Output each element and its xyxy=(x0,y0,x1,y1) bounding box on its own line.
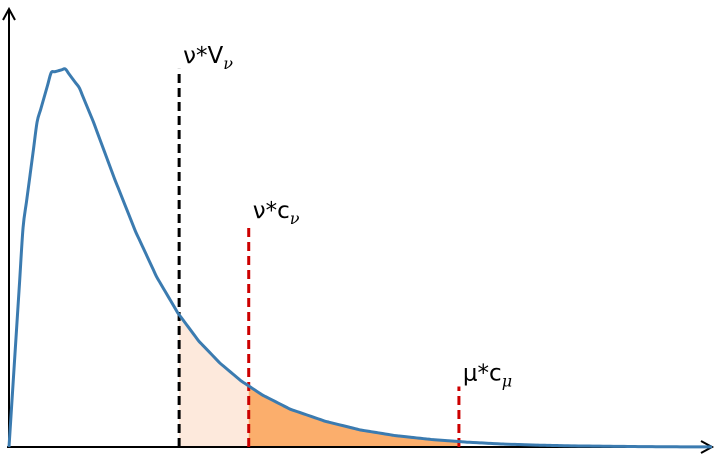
marker-label-3: μ*cμ xyxy=(463,361,512,391)
shaded-regions xyxy=(179,314,459,447)
y-axis-arrowhead xyxy=(2,6,16,21)
marker-labels: ν*Vν ν*cν μ*cμ xyxy=(183,43,512,391)
marker-label-2: ν*cν xyxy=(253,198,300,228)
x-axis-arrowhead xyxy=(700,440,715,454)
curve-layer xyxy=(7,67,713,449)
shaded-region-1 xyxy=(179,314,249,447)
axes xyxy=(2,6,715,454)
density-curve xyxy=(7,67,713,449)
threshold-markers xyxy=(177,68,461,447)
marker-label-1: ν*Vν xyxy=(183,43,233,73)
shaded-region-2 xyxy=(248,385,459,447)
